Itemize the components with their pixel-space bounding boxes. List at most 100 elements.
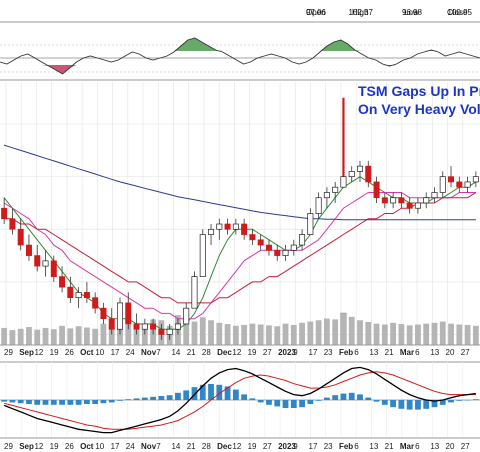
volume-bar <box>199 317 206 345</box>
volume-bar <box>299 322 305 345</box>
candle-body <box>299 234 306 246</box>
x-tick-label: 23 <box>324 348 333 357</box>
volume-bar <box>431 322 438 345</box>
macd-histogram-bar <box>1 400 8 402</box>
macd-x-tick-label: Sep <box>19 442 34 451</box>
volume-bar <box>324 318 330 345</box>
macd-histogram-bar <box>17 400 24 404</box>
macd-x-tick-label: 6 <box>415 442 420 451</box>
volume-bar <box>381 324 388 345</box>
volume-bar <box>274 326 281 345</box>
volume-bar <box>406 325 413 345</box>
macd-histogram-bar <box>199 384 206 400</box>
x-tick-label: 13 <box>369 348 378 357</box>
close-label: Close <box>447 8 468 17</box>
volume-bar <box>439 321 446 345</box>
x-tick-label: 17 <box>309 348 318 357</box>
candle-body <box>1 207 8 220</box>
candle-body <box>25 244 32 256</box>
volume-bar <box>398 324 405 345</box>
candle-body <box>108 318 115 330</box>
volume-bar <box>75 326 82 345</box>
candle-body <box>323 192 330 199</box>
moving-average-mid <box>3 192 476 320</box>
candle-body <box>117 302 123 330</box>
macd-histogram-bar <box>75 400 82 405</box>
macd-histogram-bar <box>456 400 463 401</box>
macd-histogram-bar <box>464 400 471 401</box>
volume-bar <box>332 319 339 345</box>
macd-x-tick-label: 24 <box>126 442 135 451</box>
macd-x-tick-label: 21 <box>385 442 394 451</box>
macd-histogram-bar <box>307 400 314 404</box>
open-label: Open <box>306 8 326 17</box>
moving-average-200 <box>3 144 476 221</box>
macd-histogram-bar <box>232 389 239 400</box>
close-value: 100.95 <box>448 8 473 17</box>
macd-histogram-bar <box>100 400 107 404</box>
candle-body <box>216 223 223 230</box>
volume-bar <box>34 329 41 345</box>
volume-bar <box>282 323 289 345</box>
macd-histogram-bar <box>166 395 173 400</box>
volume-bar <box>373 323 380 345</box>
volume-bar <box>84 327 90 345</box>
candle-body <box>208 228 215 235</box>
volume-bar <box>257 324 264 345</box>
candle-body <box>423 197 430 204</box>
volume-bar <box>315 320 322 345</box>
candle-body <box>174 323 181 330</box>
macd-histogram-bar <box>92 400 99 404</box>
candle-body <box>307 213 314 235</box>
candle-body <box>125 302 132 325</box>
oscillator-line <box>0 37 480 75</box>
moving-average-long <box>4 192 477 304</box>
candle-body <box>133 323 140 330</box>
macd-histogram-bar <box>208 384 214 400</box>
candle-body <box>17 228 24 246</box>
x-tick-label: 27 <box>461 348 470 357</box>
x-tick-label: 24 <box>126 348 135 357</box>
candle-body <box>9 218 16 230</box>
x-tick-label: 26 <box>65 348 74 357</box>
macd-histogram-bar <box>241 394 248 400</box>
macd-histogram-bar <box>266 400 272 405</box>
macd-x-axis: 29 Sep 12 19 26 Oct 10 17 24 Nov 7 14 21 28 Dec 12 19 27 2… <box>4 442 470 451</box>
macd-x-tick-label: 19 <box>50 442 59 451</box>
volume-bar <box>472 325 479 345</box>
macd-x-tick-label: 29 <box>4 442 13 451</box>
macd-histogram-bar <box>183 390 190 400</box>
macd-x-tick-label: Nov <box>141 442 157 451</box>
macd-histogram-bar <box>26 400 32 404</box>
candle-body <box>75 292 82 299</box>
macd-x-tick-label: 28 <box>202 442 211 451</box>
macd-x-tick-label: 13 <box>430 442 439 451</box>
macd-histogram-bar <box>290 400 297 408</box>
macd-x-tick-label: 12 <box>232 442 241 451</box>
x-tick-label: 13 <box>430 348 439 357</box>
candle-body <box>282 249 289 256</box>
annotation-line-1: TSM Gaps Up In Pr <box>358 83 480 99</box>
candle-body <box>191 276 198 309</box>
volume-bar <box>141 325 148 345</box>
macd-x-tick-label: 19 <box>248 442 257 451</box>
candle-body <box>274 249 281 256</box>
macd-line <box>3 366 476 434</box>
x-tick-label: Sep <box>19 348 34 357</box>
x-tick-label: Oct <box>80 348 94 357</box>
volume-bar <box>108 324 115 345</box>
macd-histogram-bar <box>108 400 115 403</box>
macd-histogram-bar <box>348 392 355 400</box>
candle-body <box>390 197 397 204</box>
macd-x-tick-label: Feb <box>339 442 353 451</box>
macd-histogram-bar <box>472 399 479 400</box>
macd-histogram-bar <box>191 387 198 400</box>
price-header: Open 97.06 High 102.37 Low 96.98 Close 1… <box>306 8 473 17</box>
macd-histogram-bar <box>42 400 49 405</box>
macd-histogram-bar <box>315 400 322 401</box>
candle-body <box>67 286 74 299</box>
price-panel: TSM Gaps Up In Pr On Very Heavy Vol <box>0 82 480 346</box>
volume-bar <box>415 324 421 345</box>
macd-x-tick-label: 13 <box>369 442 378 451</box>
candle-body <box>265 244 272 251</box>
